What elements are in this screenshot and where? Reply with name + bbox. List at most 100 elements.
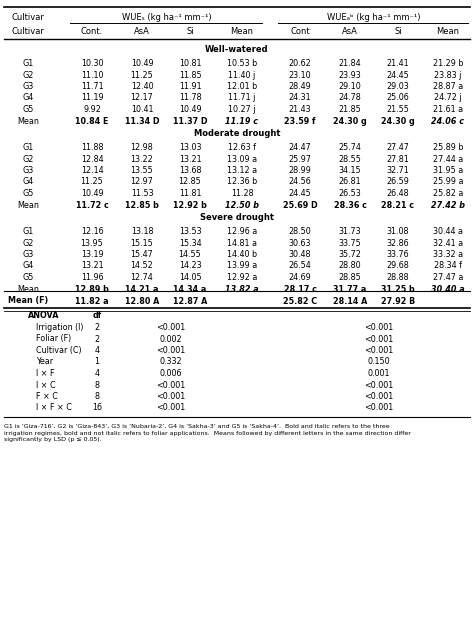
Text: G5: G5 [22,189,34,198]
Text: 28.85: 28.85 [338,273,361,282]
Text: 12.63 f: 12.63 f [228,143,256,152]
Text: 23.93: 23.93 [338,71,361,80]
Text: 29.03: 29.03 [387,82,410,91]
Text: 31.73: 31.73 [339,227,361,236]
Text: 11.71: 11.71 [81,82,103,91]
Text: 14.23: 14.23 [179,262,201,271]
Text: 12.97: 12.97 [130,177,154,186]
Text: 24.45: 24.45 [387,71,410,80]
Text: 0.332: 0.332 [160,357,182,366]
Text: 28.34 f: 28.34 f [434,262,462,271]
Text: 11.72 c: 11.72 c [76,200,109,209]
Text: 10.27 j: 10.27 j [228,105,256,114]
Text: Cont: Cont [290,27,310,36]
Text: 12.96 a: 12.96 a [227,227,257,236]
Text: 1: 1 [94,357,100,366]
Text: <0.001: <0.001 [156,392,186,401]
Text: 25.99 a: 25.99 a [433,177,463,186]
Text: 25.97: 25.97 [289,154,311,163]
Text: 12.36 b: 12.36 b [227,177,257,186]
Text: 28.88: 28.88 [387,273,410,282]
Text: 13.12 a: 13.12 a [227,166,257,175]
Text: significantly by LSD (p ≤ 0.05).: significantly by LSD (p ≤ 0.05). [4,438,101,443]
Text: 24.06 c: 24.06 c [431,117,465,126]
Text: 29.68: 29.68 [387,262,410,271]
Text: 15.47: 15.47 [131,250,154,259]
Text: <0.001: <0.001 [365,323,393,332]
Text: 28.14 A: 28.14 A [333,297,367,306]
Text: 11.71 j: 11.71 j [228,94,255,103]
Text: Si: Si [394,27,402,36]
Text: 11.40 j: 11.40 j [228,71,255,80]
Text: 21.85: 21.85 [338,105,361,114]
Text: <0.001: <0.001 [365,403,393,413]
Text: 11.78: 11.78 [179,94,201,103]
Text: 12.17: 12.17 [131,94,154,103]
Text: 13.09 a: 13.09 a [227,154,257,163]
Text: 26.54: 26.54 [289,262,311,271]
Text: 28.99: 28.99 [289,166,311,175]
Text: 13.22: 13.22 [131,154,154,163]
Text: 13.68: 13.68 [179,166,201,175]
Text: 13.53: 13.53 [179,227,201,236]
Text: 23.83 j: 23.83 j [434,71,462,80]
Text: 11.25: 11.25 [81,177,103,186]
Text: 13.99 a: 13.99 a [227,262,257,271]
Text: Mean: Mean [230,27,254,36]
Text: 27.92 B: 27.92 B [381,297,415,306]
Text: 21.29 b: 21.29 b [433,59,463,68]
Text: Severe drought: Severe drought [200,212,274,221]
Text: 14.34 a: 14.34 a [173,285,207,293]
Text: irrigation regimes, bold and not italic refers to foliar applications.  Means fo: irrigation regimes, bold and not italic … [4,431,411,436]
Text: 4: 4 [94,346,100,355]
Text: 24.31: 24.31 [289,94,311,103]
Text: 12.80 A: 12.80 A [125,297,159,306]
Text: 8: 8 [94,380,100,390]
Text: 21.43: 21.43 [289,105,311,114]
Text: 27.42 b: 27.42 b [431,200,465,209]
Text: 25.74: 25.74 [338,143,362,152]
Text: 33.75: 33.75 [338,239,361,248]
Text: G2: G2 [22,154,34,163]
Text: 0.006: 0.006 [160,369,182,378]
Text: 12.40: 12.40 [131,82,153,91]
Text: 11.28: 11.28 [231,189,253,198]
Text: 2: 2 [94,334,100,343]
Text: 30.44 a: 30.44 a [433,227,463,236]
Text: G1 is ‘Giza-716’, G2 is ‘Giza-843’, G3 is ‘Nubaria-2’, G4 is ‘Sakha-3’ and G5 is: G1 is ‘Giza-716’, G2 is ‘Giza-843’, G3 i… [4,424,390,429]
Text: 23.10: 23.10 [289,71,311,80]
Text: 12.84: 12.84 [81,154,103,163]
Text: 10.49: 10.49 [179,105,201,114]
Text: Mean (F): Mean (F) [8,297,48,306]
Text: G3: G3 [22,166,34,175]
Text: 26.59: 26.59 [387,177,410,186]
Text: 13.95: 13.95 [81,239,103,248]
Text: G1 is ‘Giza-716’, G2 is ‘Giza-843’, G3 is ‘Nubaria-2’, G4 is ‘Sakha-3’ and G5 is: G1 is ‘Giza-716’, G2 is ‘Giza-843’, G3 i… [0,637,1,638]
Text: 27.47 a: 27.47 a [433,273,463,282]
Text: Mean: Mean [17,200,39,209]
Text: 28.55: 28.55 [338,154,362,163]
Text: 11.85: 11.85 [179,71,201,80]
Text: G2: G2 [22,71,34,80]
Text: 31.08: 31.08 [387,227,409,236]
Text: 12.85 b: 12.85 b [125,200,159,209]
Text: 11.81: 11.81 [179,189,201,198]
Text: 28.36 c: 28.36 c [334,200,366,209]
Text: 10.49: 10.49 [81,189,103,198]
Text: Mean: Mean [17,285,39,293]
Text: <0.001: <0.001 [365,346,393,355]
Text: 35.72: 35.72 [338,250,362,259]
Text: 27.47: 27.47 [387,143,410,152]
Text: 30.63: 30.63 [289,239,311,248]
Text: 33.76: 33.76 [387,250,410,259]
Text: 10.53 b: 10.53 b [227,59,257,68]
Text: Foliar (F): Foliar (F) [36,334,71,343]
Text: 30.40 a: 30.40 a [431,285,465,293]
Text: 25.82 C: 25.82 C [283,297,317,306]
Text: 13.21: 13.21 [81,262,103,271]
Text: 13.21: 13.21 [179,154,201,163]
Text: 28.17 c: 28.17 c [283,285,317,293]
Text: 13.18: 13.18 [131,227,153,236]
Text: 32.41 a: 32.41 a [433,239,463,248]
Text: Cont.: Cont. [81,27,103,36]
